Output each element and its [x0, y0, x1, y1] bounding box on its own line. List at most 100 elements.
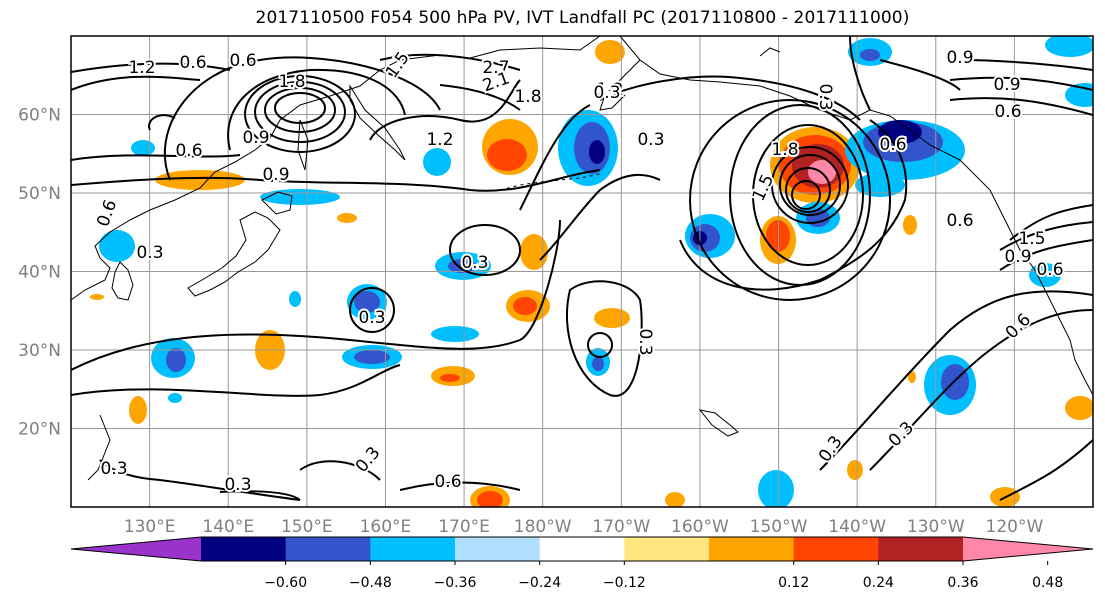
colorbar-segment	[624, 537, 710, 561]
negative-anomaly-gulf-of-alaska	[558, 110, 965, 258]
contour-value-label: 1.8	[278, 72, 305, 92]
colorbar-tick-label: 0.36	[947, 575, 978, 591]
colorbar-segment	[285, 537, 371, 561]
contour-value-label: 0.6	[1036, 260, 1063, 280]
contour-label-halo: 0.3	[635, 328, 655, 355]
contour-label-halo: 0.9	[1004, 247, 1031, 267]
contour-label-halo: 1.2	[128, 58, 155, 78]
longitude-label: 140°E	[202, 517, 254, 537]
contour-label-halo: 0.6	[994, 102, 1021, 122]
colorbar-segment	[878, 537, 964, 561]
contour-label-halo: 0.9	[993, 75, 1020, 95]
colorbar-segment	[370, 537, 456, 561]
colorbar-segment	[709, 537, 795, 561]
pc-contours	[71, 36, 1093, 501]
contour-value-label: 0.6	[434, 472, 461, 492]
contour-value-label: 0.3	[635, 328, 655, 355]
contour-value-label: 1.2	[128, 58, 155, 78]
latitude-label: 20°N	[18, 420, 61, 440]
contour-value-label: 0.6	[175, 141, 202, 161]
contour-label-halo: 0.6	[434, 472, 461, 492]
contour-label-halo: 0.6	[229, 51, 256, 71]
contour-value-label: 0.9	[993, 75, 1020, 95]
contour-value-label: 0.6	[879, 135, 906, 155]
colorbar-tick-label: −0.48	[349, 575, 392, 591]
colorbar	[70, 536, 1094, 562]
contour-value-label: 0.3	[461, 253, 488, 273]
contour-value-label: 0.6	[946, 211, 973, 231]
contour-label-halo: 1.8	[771, 140, 798, 160]
colorbar-tick-label: −0.60	[264, 575, 307, 591]
latitude-label: 30°N	[18, 341, 61, 361]
colorbar-segment	[455, 537, 541, 561]
colorbar-tick-label: 0.12	[778, 575, 809, 591]
longitude-label: 120°W	[986, 517, 1044, 537]
contour-label-halo: 0.3	[100, 459, 127, 479]
longitude-label: 160°W	[671, 517, 729, 537]
contour-label-halo: 0.9	[262, 165, 289, 185]
contour-value-label: 1.8	[514, 87, 541, 107]
contour-label-halo: 1.2	[426, 130, 453, 150]
colorbar-tick-label: 0.48	[1032, 575, 1063, 591]
contour-value-label: 0.9	[242, 128, 269, 148]
contour-label-halo: 0.3	[637, 130, 664, 150]
contour-label-halo: 0.3	[136, 243, 163, 263]
contour-value-label: 0.3	[358, 308, 385, 328]
longitude-label: 180°W	[514, 517, 572, 537]
longitude-label: 170°W	[592, 517, 650, 537]
longitude-label: 150°E	[281, 517, 333, 537]
map-panel: 1.21.2 0.60.6 0.60.6 1.51.51.81.82.72.72.12…	[71, 36, 1093, 507]
contour-value-label: 1.5	[1018, 229, 1045, 249]
contour-value-label: 0.3	[224, 475, 251, 495]
colorbar-tick-label: −0.36	[434, 575, 477, 591]
contour-value-label: 0.3	[100, 459, 127, 479]
contour-label-halo: 0.3	[593, 83, 620, 103]
contour-value-label: 0.9	[262, 165, 289, 185]
contour-value-label: 1.2	[426, 130, 453, 150]
longitude-label: 140°W	[828, 517, 886, 537]
contour-value-label: 0.9	[946, 48, 973, 68]
map-title: 2017110500 F054 500 hPa PV, IVT Landfall…	[255, 8, 910, 28]
longitude-label: 130°W	[907, 517, 965, 537]
colorbar-extend-low	[71, 537, 201, 561]
contour-label-halo: 0.3	[461, 253, 488, 273]
colorbar-tick-label: 0.24	[863, 575, 894, 591]
contour-label-halo: 0.9	[946, 48, 973, 68]
contour-value-label: 0.3	[637, 130, 664, 150]
contour-label-halo: 0.3	[358, 308, 385, 328]
colorbar-ticks: −0.60 −0.48 −0.36 −0.24 −0.12 0.12 0.24 0.36 0.4…	[264, 561, 1063, 591]
contour-label-halo: 1.2	[596, 80, 623, 100]
colorbar-segment	[539, 537, 625, 561]
contour-value-label: 0.3	[136, 243, 163, 263]
positive-anomaly-gulf-of-alaska	[760, 127, 860, 264]
contour-value-label: 0.3	[815, 83, 835, 110]
contour-value-label: 1.2	[596, 80, 623, 100]
longitude-label: 130°E	[124, 517, 176, 537]
contour-value-label: 0.3	[593, 83, 620, 103]
contour-label-halo: 0.6	[1036, 260, 1063, 280]
colorbar-outline	[70, 536, 1094, 562]
contour-label-halo: 0.9	[242, 128, 269, 148]
plot-frame	[70, 35, 1094, 508]
latitude-labels: 60°N 50°N 40°N 30°N 20°N	[18, 106, 61, 440]
contour-value-label: 0.6	[994, 102, 1021, 122]
longitude-label: 160°E	[360, 517, 412, 537]
contour-value-label: 2.7	[482, 58, 509, 78]
contour-label-halo: 0.6	[179, 53, 206, 73]
colorbar-extend-high	[963, 537, 1093, 561]
latitude-label: 50°N	[18, 184, 61, 204]
longitude-label: 150°W	[750, 517, 808, 537]
contour-label-halo: 0.6	[946, 211, 973, 231]
contour-label-halo: 1.5	[1018, 229, 1045, 249]
contour-value-label: 0.9	[1004, 247, 1031, 267]
longitude-label: 170°E	[438, 517, 490, 537]
contour-value-label: 0.6	[229, 51, 256, 71]
colorbar-segment	[201, 537, 287, 561]
contour-label-halo: 1.8	[278, 72, 305, 92]
graticule	[71, 36, 1093, 507]
contour-label-halo: 0.6	[879, 135, 906, 155]
colorbar-tick-label: −0.12	[603, 575, 646, 591]
longitude-labels: 130°E 140°E 150°E 160°E 170°E 180°W 170°W 160°W…	[124, 517, 1044, 537]
contour-label-halo: 2.7	[482, 58, 509, 78]
